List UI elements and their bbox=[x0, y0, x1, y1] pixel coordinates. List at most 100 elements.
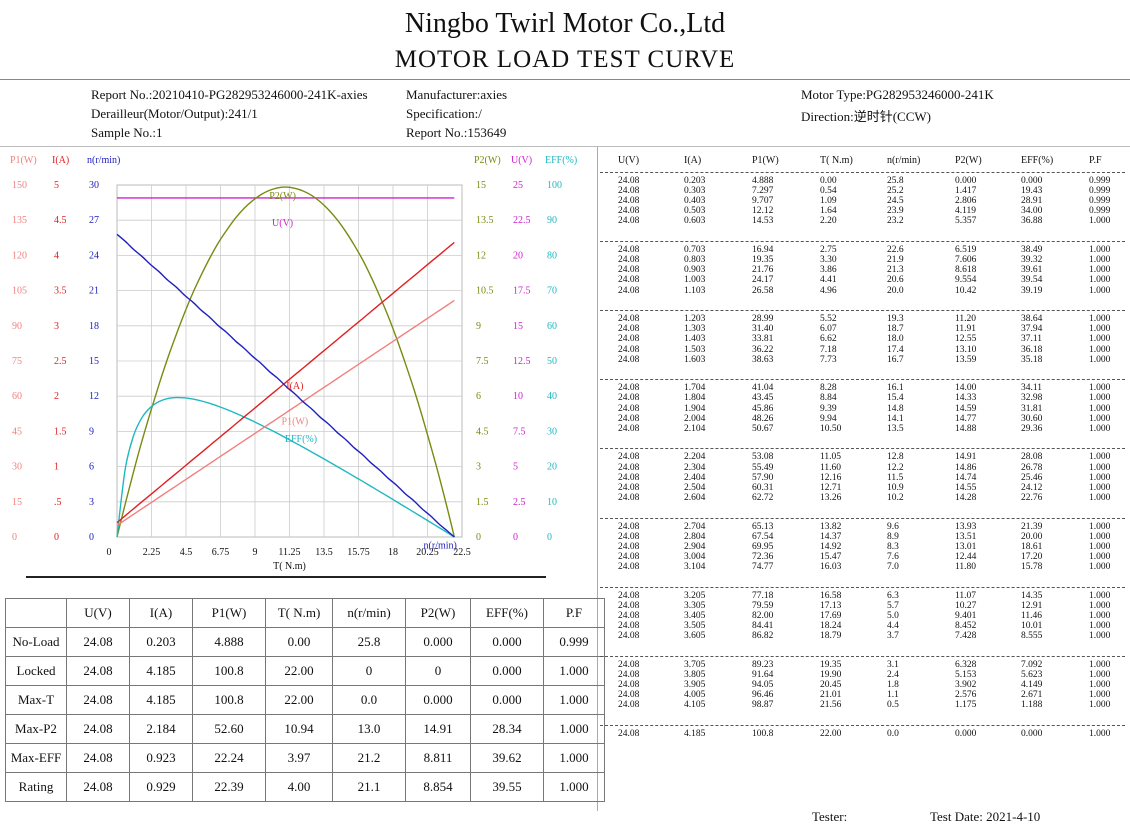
right-axis-tick-label: 12.5 bbox=[513, 356, 531, 367]
data-cell: 1.000 bbox=[1089, 393, 1111, 404]
data-cell: 0.999 bbox=[1089, 176, 1111, 186]
data-cell: 12.44 bbox=[955, 551, 977, 562]
data-cell: 72.36 bbox=[752, 551, 774, 562]
right-axis-tick-label: 9 bbox=[476, 321, 481, 332]
data-cell: 39.19 bbox=[1021, 285, 1043, 296]
data-cell: 1.000 bbox=[1089, 690, 1111, 700]
data-cell: 24.08 bbox=[618, 275, 640, 286]
data-cell: 48.26 bbox=[752, 413, 774, 424]
report-number: Report No.:20210410-PG282953246000-241K-… bbox=[91, 87, 368, 102]
summary-cell: 24.08 bbox=[66, 772, 130, 802]
left-axis-tick-label: 24 bbox=[89, 250, 99, 261]
specification: Specification:/ bbox=[406, 106, 482, 121]
data-cell: 6.07 bbox=[820, 324, 837, 335]
data-cell: 1.000 bbox=[1089, 541, 1111, 552]
data-cell: 22.6 bbox=[887, 245, 904, 256]
data-cell: 7.18 bbox=[820, 344, 837, 355]
data-cell: 21.9 bbox=[887, 255, 904, 266]
data-cell: 1.417 bbox=[955, 186, 977, 197]
right-axis-tick-label: 70 bbox=[547, 286, 557, 297]
left-axis-tick-label: 1 bbox=[54, 462, 59, 473]
data-cell: 24.08 bbox=[618, 482, 640, 493]
data-cell: 89.23 bbox=[752, 659, 774, 670]
left-axis-tick-label: 120 bbox=[12, 250, 27, 261]
summary-cell: 21.1 bbox=[332, 772, 406, 802]
right-axis-tick-label: 10 bbox=[547, 497, 557, 508]
data-cell: 1.000 bbox=[1089, 492, 1111, 503]
data-cell: 4.888 bbox=[752, 176, 774, 186]
data-cell: 24.08 bbox=[618, 472, 640, 483]
data-cell: 17.4 bbox=[887, 344, 904, 355]
data-cell: 1.704 bbox=[684, 383, 706, 394]
data-cell: 17.69 bbox=[820, 610, 842, 621]
right-axis-tick-label: 25 bbox=[513, 180, 523, 191]
data-cell: 12.2 bbox=[887, 462, 904, 473]
data-cell: 34.11 bbox=[1021, 383, 1043, 394]
data-cell: 24.08 bbox=[618, 541, 640, 552]
data-cell: 8.452 bbox=[955, 620, 977, 631]
left-axis-tick-label: 12 bbox=[89, 391, 99, 402]
left-axis-tick-label: 4.5 bbox=[54, 215, 67, 226]
data-cell: 8.618 bbox=[955, 265, 977, 276]
summary-cell: Rating bbox=[5, 772, 67, 802]
data-cell: 2.404 bbox=[684, 472, 706, 483]
data-cell: 0.703 bbox=[684, 245, 706, 256]
group-separator bbox=[600, 655, 1125, 657]
data-cell: 24.08 bbox=[618, 196, 640, 207]
summary-cell: Locked bbox=[5, 656, 67, 686]
data-cell: 14.00 bbox=[955, 383, 977, 394]
data-cell: 11.07 bbox=[955, 590, 977, 601]
right-axis-tick-label: 20 bbox=[547, 462, 557, 473]
data-cell: 24.08 bbox=[618, 324, 640, 335]
data-cell: 3.86 bbox=[820, 265, 837, 276]
data-cell: 26.78 bbox=[1021, 462, 1043, 473]
data-cell: 14.37 bbox=[820, 531, 842, 542]
data-cell: 10.9 bbox=[887, 482, 904, 493]
data-cell: 3.905 bbox=[684, 679, 706, 690]
data-cell: 10.42 bbox=[955, 285, 977, 296]
data-cell: 24.08 bbox=[618, 413, 640, 424]
data-cell: 24.08 bbox=[618, 354, 640, 365]
data-cell: 1.000 bbox=[1089, 521, 1111, 532]
data-cell: 7.428 bbox=[955, 631, 977, 641]
data-cell: 11.80 bbox=[955, 561, 977, 572]
summary-cell: 4.00 bbox=[265, 772, 333, 802]
data-cell: 23.2 bbox=[887, 216, 904, 227]
x-axis-tick-label: 9 bbox=[253, 547, 258, 558]
data-cell: 14.55 bbox=[955, 482, 977, 493]
data-cell: 9.707 bbox=[752, 196, 774, 207]
data-cell: 43.45 bbox=[752, 393, 774, 404]
data-cell: 24.12 bbox=[1021, 482, 1043, 493]
data-cell: 35.18 bbox=[1021, 354, 1043, 365]
summary-cell: 1.000 bbox=[543, 685, 605, 715]
summary-cell: 22.00 bbox=[265, 685, 333, 715]
data-cell: 65.13 bbox=[752, 521, 774, 532]
left-axis-tick-label: 4 bbox=[54, 250, 59, 261]
left-axis-title: P1(W) bbox=[10, 155, 37, 166]
data-cell: 24.08 bbox=[618, 600, 640, 611]
data-cell: 1.000 bbox=[1089, 245, 1111, 256]
data-cell: 0.000 bbox=[955, 176, 977, 186]
left-axis-tick-label: 0 bbox=[12, 532, 17, 543]
left-axis-tick-label: 45 bbox=[12, 426, 22, 437]
data-cell: 23.9 bbox=[887, 206, 904, 217]
summary-header-cell: EFF(%) bbox=[470, 598, 544, 628]
data-cell: 10.27 bbox=[955, 600, 977, 611]
summary-cell: 28.34 bbox=[470, 714, 544, 744]
data-cell: 38.63 bbox=[752, 354, 774, 365]
data-cell: 3.30 bbox=[820, 255, 837, 266]
data-cell: 11.91 bbox=[955, 324, 977, 335]
data-cell: 55.49 bbox=[752, 462, 774, 473]
data-cell: 74.77 bbox=[752, 561, 774, 572]
chart-baseline-rule bbox=[26, 576, 546, 578]
data-cell: 1.000 bbox=[1089, 659, 1111, 670]
group-separator bbox=[600, 517, 1125, 519]
left-axis-tick-label: 2.5 bbox=[54, 356, 67, 367]
left-axis-tick-label: 3 bbox=[89, 497, 94, 508]
data-cell: 20.6 bbox=[887, 275, 904, 286]
curve-label-u: U(V) bbox=[272, 218, 293, 229]
data-cell: 14.28 bbox=[955, 492, 977, 503]
test-date: Test Date: 2021-4-10 bbox=[930, 809, 1041, 824]
left-axis-tick-label: 6 bbox=[89, 462, 94, 473]
data-cell: 3.605 bbox=[684, 631, 706, 641]
